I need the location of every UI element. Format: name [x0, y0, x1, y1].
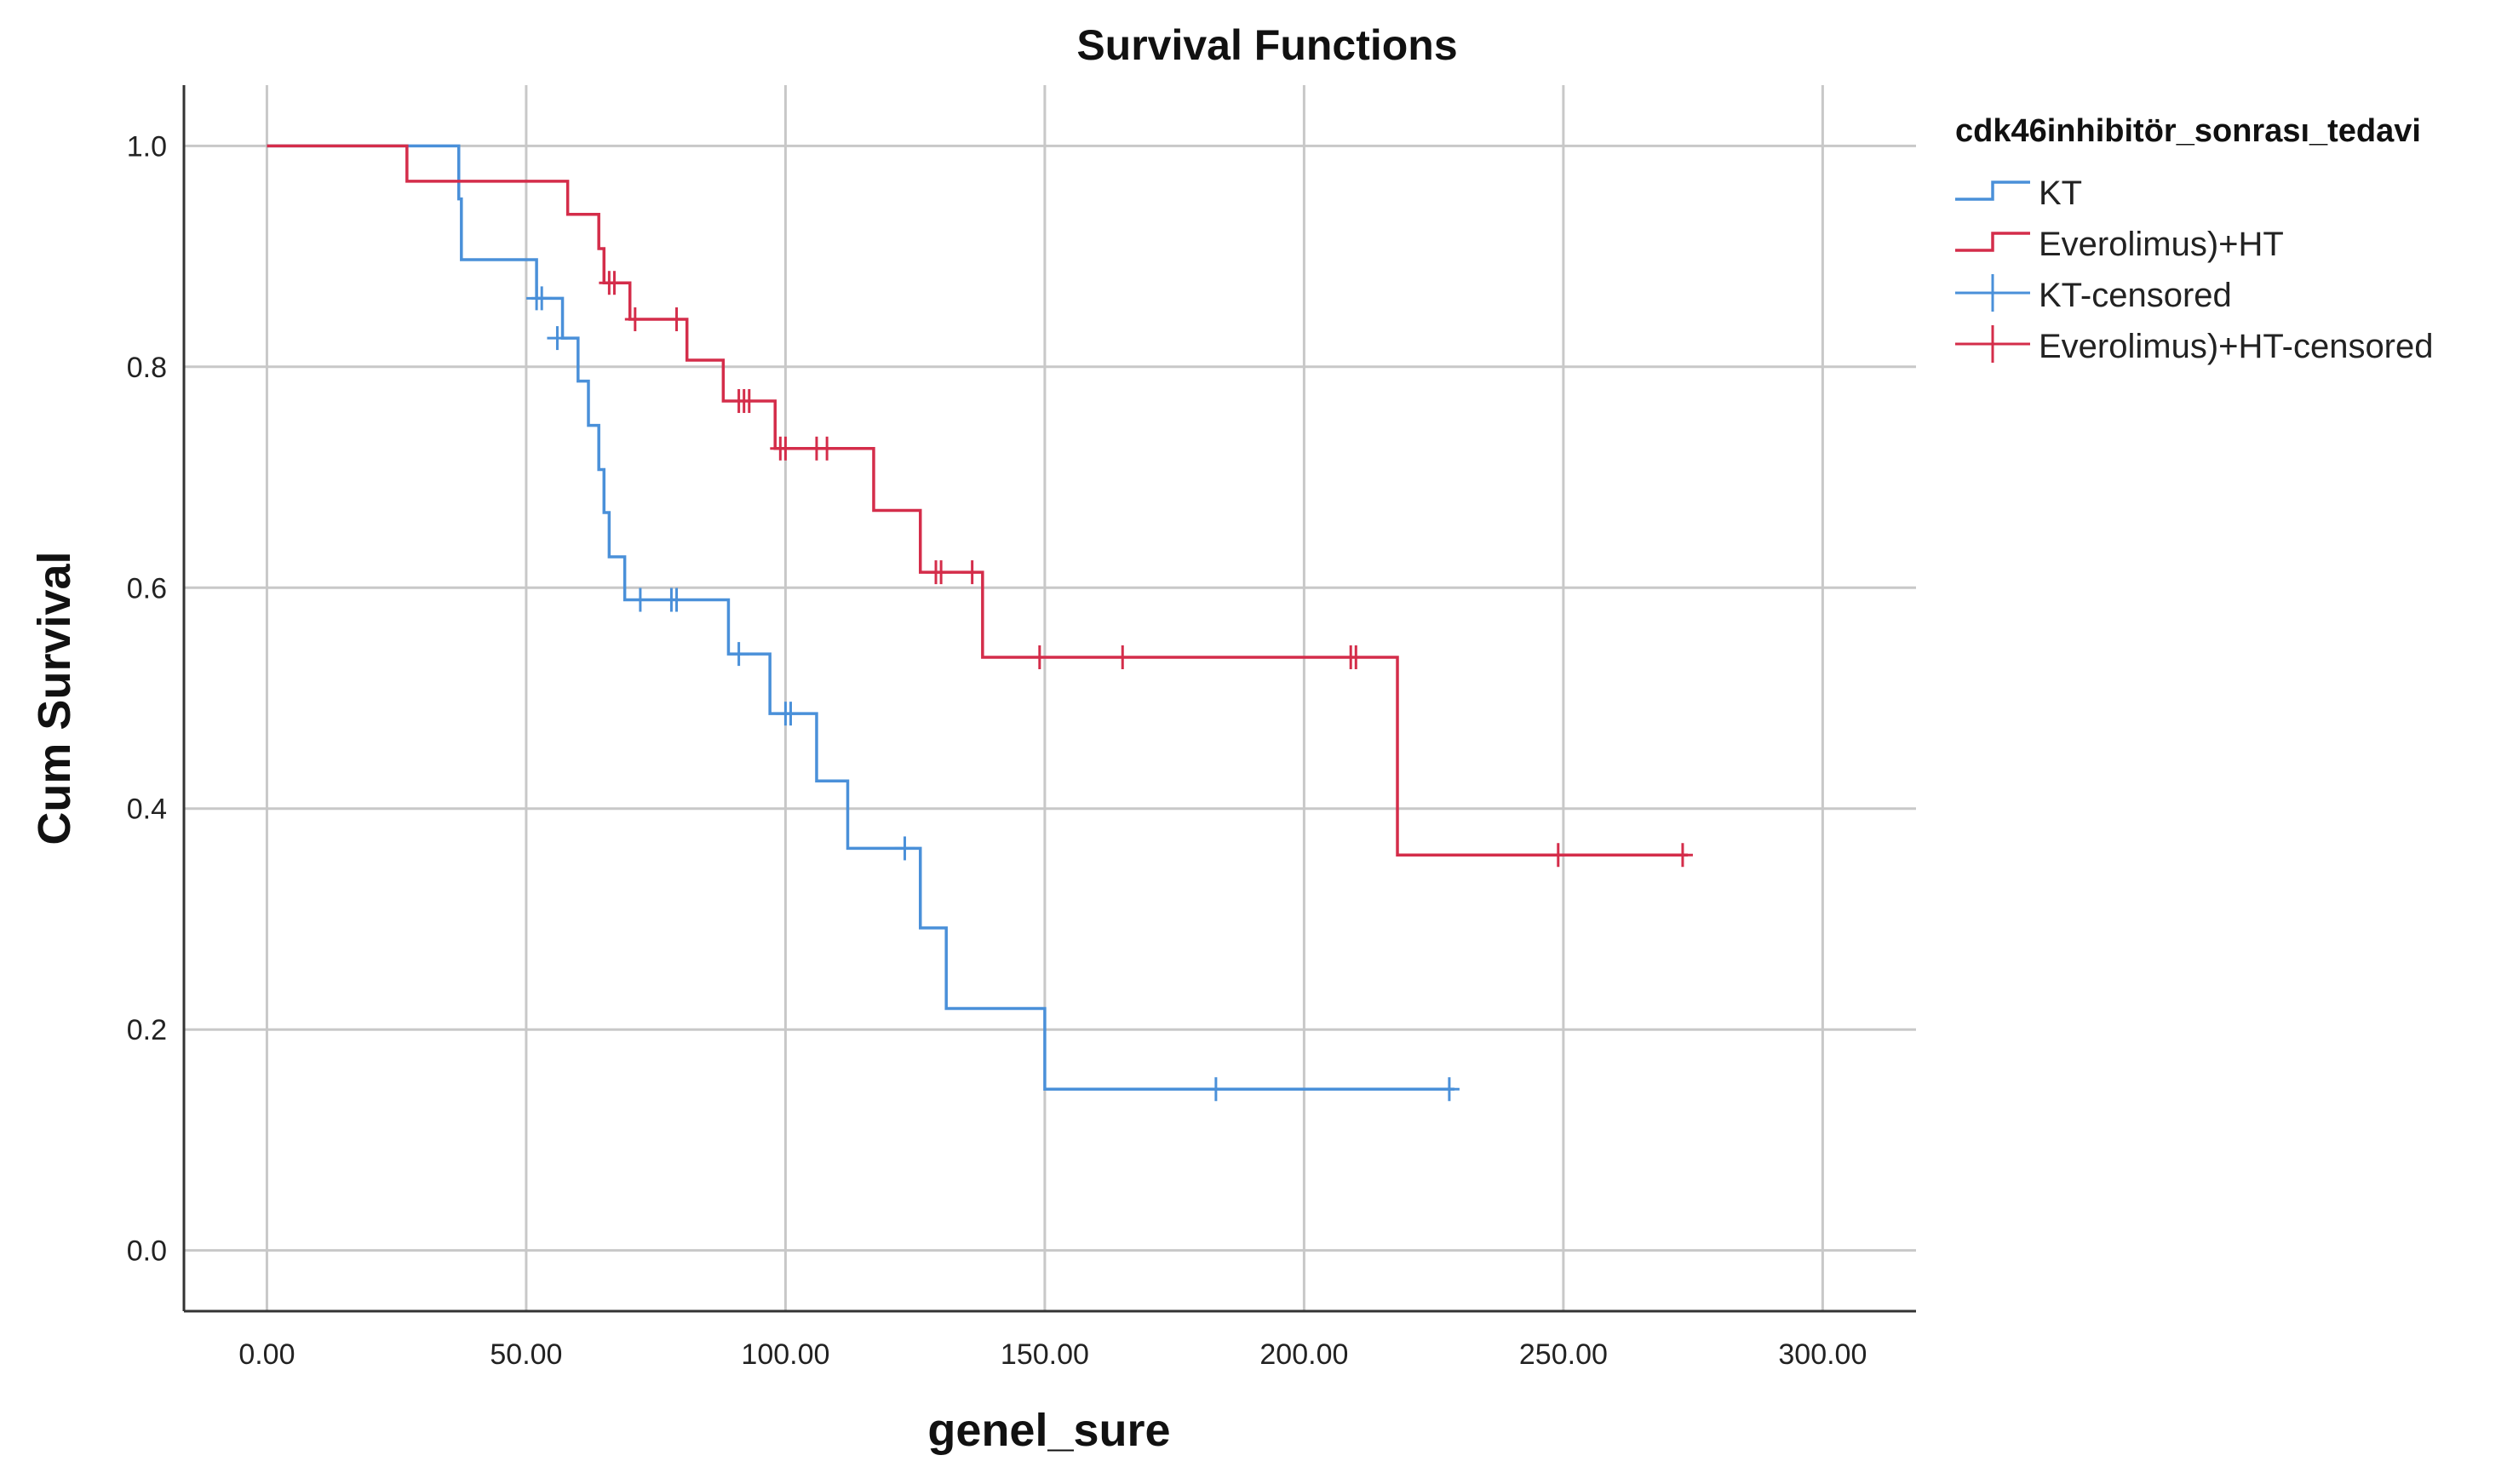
censor-mark-everolimus-ht	[1112, 645, 1133, 669]
censor-mark-everolimus-ht	[931, 560, 952, 585]
censor-mark-everolimus-ht	[817, 436, 838, 461]
censor-mark-kt	[547, 326, 568, 351]
legend-entry: KT	[1955, 175, 2082, 212]
legend-swatch-line	[1955, 180, 2030, 201]
legend-entry: KT-censored	[1955, 274, 2232, 314]
plot-area: 0.00 50.00 100.00 150.00 200.00 250.00 300.00 0…	[127, 85, 1916, 1371]
censor-mark-kt	[780, 702, 801, 726]
chart-title: Survival Functions	[1076, 21, 1457, 69]
series-line-everolimus-ht	[267, 144, 1689, 857]
legend: KT Everolimus)+HT KT-censored Everolimus)+H…	[1955, 175, 2434, 365]
x-tick-label: 250.00	[1519, 1338, 1608, 1371]
x-tick-label: 150.00	[1001, 1338, 1089, 1371]
censor-mark-everolimus-ht	[604, 271, 625, 295]
y-axis-label: Cum Survival	[29, 551, 80, 845]
censor-mark-kt	[666, 587, 687, 612]
censor-mark-kt	[1205, 1077, 1226, 1102]
y-tick-label: 0.2	[127, 1014, 167, 1046]
legend-title: cdk46inhibitör_sonrası_tedavi	[1955, 113, 2421, 149]
censor-mark-kt	[894, 836, 915, 861]
legend-swatch-line	[1955, 232, 2030, 252]
legend-label: KT-censored	[2039, 277, 2232, 314]
legend-entry: Everolimus)+HT-censored	[1955, 325, 2434, 365]
legend-label: Everolimus)+HT	[2039, 226, 2284, 263]
censor-mark-everolimus-ht	[1029, 645, 1050, 669]
y-tick-label: 1.0	[127, 130, 167, 163]
y-tick-label: 0.8	[127, 352, 167, 384]
censor-mark-everolimus-ht	[961, 560, 983, 585]
x-tick-label: 200.00	[1259, 1338, 1348, 1371]
x-tick-label: 50.00	[490, 1338, 562, 1371]
censor-mark-everolimus-ht	[1547, 843, 1569, 868]
censor-mark-everolimus-ht	[775, 436, 796, 461]
y-tick-label: 0.6	[127, 572, 167, 604]
censor-mark-everolimus-ht	[1672, 843, 1693, 868]
censor-mark-kt	[728, 642, 749, 667]
censor-mark-everolimus-ht	[1345, 645, 1367, 669]
censor-mark-everolimus-ht	[624, 307, 645, 332]
legend-label: Everolimus)+HT-censored	[2039, 328, 2434, 365]
legend-label: KT	[2039, 175, 2082, 212]
censor-mark-kt	[629, 587, 651, 612]
series-line-kt	[267, 144, 1455, 1091]
x-tick-label: 0.00	[238, 1338, 295, 1371]
censor-mark-everolimus-ht	[666, 307, 687, 332]
y-tick-label: 0.4	[127, 794, 167, 826]
legend-entry: Everolimus)+HT	[1955, 226, 2284, 263]
x-tick-label: 300.00	[1778, 1338, 1867, 1371]
x-tick-label: 100.00	[741, 1338, 829, 1371]
censor-mark-kt	[531, 286, 553, 311]
censor-mark-everolimus-ht	[738, 389, 760, 414]
x-axis-label: genel_sure	[927, 1405, 1170, 1456]
y-tick-label: 0.0	[127, 1235, 167, 1268]
censor-mark-kt	[1438, 1077, 1460, 1102]
